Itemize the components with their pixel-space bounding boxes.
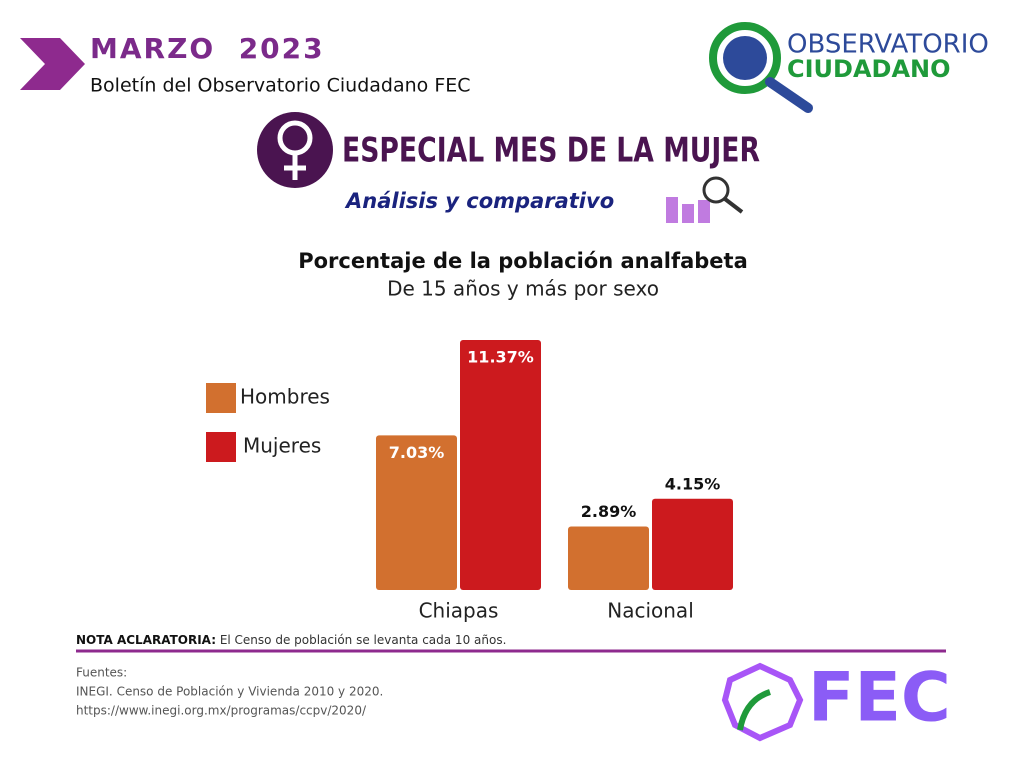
observatorio-logo: OBSERVATORIO CIUDADANO (709, 22, 989, 113)
value-label: 2.89% (581, 502, 637, 521)
bar (376, 435, 457, 590)
x-tick-label: Chiapas (419, 599, 499, 623)
logo-line1: OBSERVATORIO (787, 30, 989, 60)
note: NOTA ACLARATORIA: El Censo de población … (76, 633, 506, 647)
source-line: INEGI. Censo de Población y Vivienda 201… (76, 685, 383, 699)
chart-subtitle: De 15 años y más por sexo (387, 277, 659, 301)
header-arrow (20, 38, 85, 90)
source-line: https://www.inegi.org.mx/programas/ccpv/… (76, 704, 367, 718)
note-text: El Censo de población se levanta cada 10… (216, 633, 506, 647)
legend-swatch (206, 432, 236, 462)
value-label: 7.03% (389, 443, 445, 462)
header-bulletin: Boletín del Observatorio Ciudadano FEC (90, 75, 471, 97)
value-label: 4.15% (665, 474, 721, 493)
source-line: Fuentes: (76, 666, 127, 680)
chart-title: Porcentaje de la población analfabeta (298, 249, 748, 273)
legend-swatch (206, 383, 236, 413)
bar (460, 340, 541, 590)
bar (568, 526, 649, 590)
analysis-subtitle: Análisis y comparativo (344, 189, 614, 213)
legend-label: Hombres (240, 385, 330, 409)
note-label: NOTA ACLARATORIA: (76, 633, 216, 647)
value-label: 11.37% (467, 348, 534, 367)
header-month: MARZO 2023 (90, 32, 325, 65)
logo-line2: CIUDADANO (787, 55, 951, 83)
fec-text: FEC (808, 659, 951, 738)
fec-logo: FEC (721, 659, 951, 742)
female-icon (257, 112, 333, 188)
bar (652, 498, 733, 590)
special-title: ESPECIAL MES DE LA MUJER (342, 131, 760, 171)
x-tick-label: Nacional (607, 599, 694, 623)
bar-chart: Chiapas 7.03% 11.37% Nacional 2.89% 4.15% Homb… (206, 340, 733, 623)
legend-label: Mujeres (243, 434, 321, 458)
analysis-icon (666, 176, 744, 223)
